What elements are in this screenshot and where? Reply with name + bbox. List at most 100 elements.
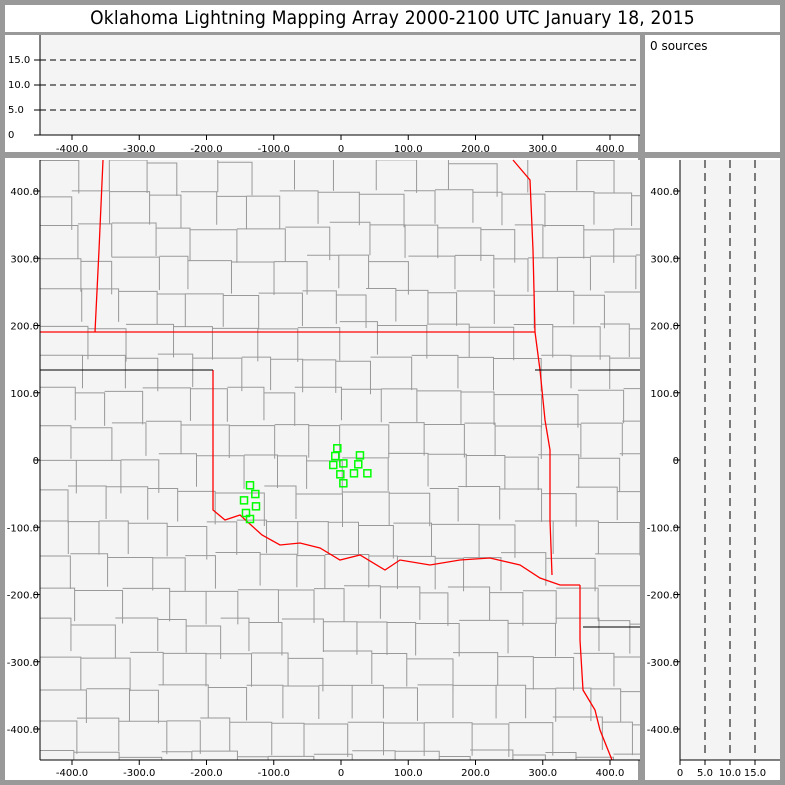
station-marker [339,459,348,468]
x-tick-label: 0 [677,768,683,779]
county-border [40,196,73,230]
x-tick-label: 0 [338,144,344,155]
x-tick-label: -400.0 [56,768,88,779]
county-border [500,552,547,586]
county-border [40,459,77,494]
x-tick-label: 400.0 [596,144,625,155]
county-border [377,324,428,359]
county-border [147,487,179,522]
county-border [417,684,454,718]
county-border [264,485,297,520]
county-border [190,229,238,263]
sources-count: 0 sources [650,39,708,53]
county-border [389,492,431,527]
county-border [304,723,349,757]
county-border [40,520,69,554]
county-border [499,488,543,522]
county-border [497,160,529,193]
x-tick-label: 5.0 [697,768,713,779]
county-border [416,390,462,424]
county-border [81,288,120,322]
county-border [263,392,296,426]
county-border [435,189,474,223]
county-border [192,357,243,392]
x-tick-label: -300.0 [123,144,155,155]
county-border [185,293,224,327]
county-border [452,684,497,719]
county-border [191,750,238,760]
county-border [294,386,342,421]
county-border [279,190,319,224]
county-border [324,554,370,588]
county-border [383,687,418,721]
county-border [231,261,275,295]
county-border [339,321,378,355]
x-tick-label: 300.0 [528,768,557,779]
county-borders [40,160,640,760]
county-border [208,687,248,721]
county-border [534,290,575,325]
county-border [125,357,159,392]
county-border [118,720,168,755]
county-border [241,356,272,391]
county-border [358,525,394,559]
county-border [460,391,495,426]
county-border [236,228,286,262]
county-border [576,160,615,194]
county-border [577,389,625,424]
county-border [281,618,324,652]
county-border [406,658,454,692]
county-border [472,723,510,757]
x-tick-label: 300.0 [528,144,557,155]
county-border [395,750,440,760]
county-border [322,650,373,685]
station-marker [331,451,340,461]
county-border [152,557,186,591]
county-border [366,288,397,322]
y-tick-label: 200.0 [650,322,679,333]
county-border [493,258,529,292]
county-border [76,459,122,494]
county-border [111,256,160,291]
county-border [590,255,637,290]
state-border [212,370,580,586]
county-border [576,160,578,191]
county-border [216,195,247,230]
county-border [376,160,418,193]
county-border [459,619,509,654]
station-marker [355,451,365,460]
county-border [158,453,198,487]
county-border [388,452,429,487]
county-border [40,720,78,755]
state-border [94,159,104,333]
county-border [126,323,175,358]
station-marker [239,496,249,505]
county-border [336,294,367,329]
county-border [40,489,69,523]
county-border [40,325,89,360]
county-border [405,224,439,259]
county-border [107,557,154,591]
county-border [200,717,231,751]
county-border [541,493,577,527]
county-border [501,193,546,228]
county-border [454,254,495,289]
county-border [129,689,159,724]
county-border [278,589,315,624]
county-border [600,323,630,357]
county-border [508,622,556,657]
county-border [109,160,148,194]
county-border [458,486,501,520]
county-border [381,388,418,422]
county-border [411,354,459,389]
county-border [77,223,113,257]
county-border [328,521,359,556]
county-border [86,688,130,722]
county-border [428,453,467,488]
x-tick-label: -300.0 [123,768,155,779]
county-border [268,755,315,760]
x-tick-label: -100.0 [258,768,290,779]
county-border [439,756,471,760]
county-border [229,425,276,459]
county-border [595,553,640,555]
